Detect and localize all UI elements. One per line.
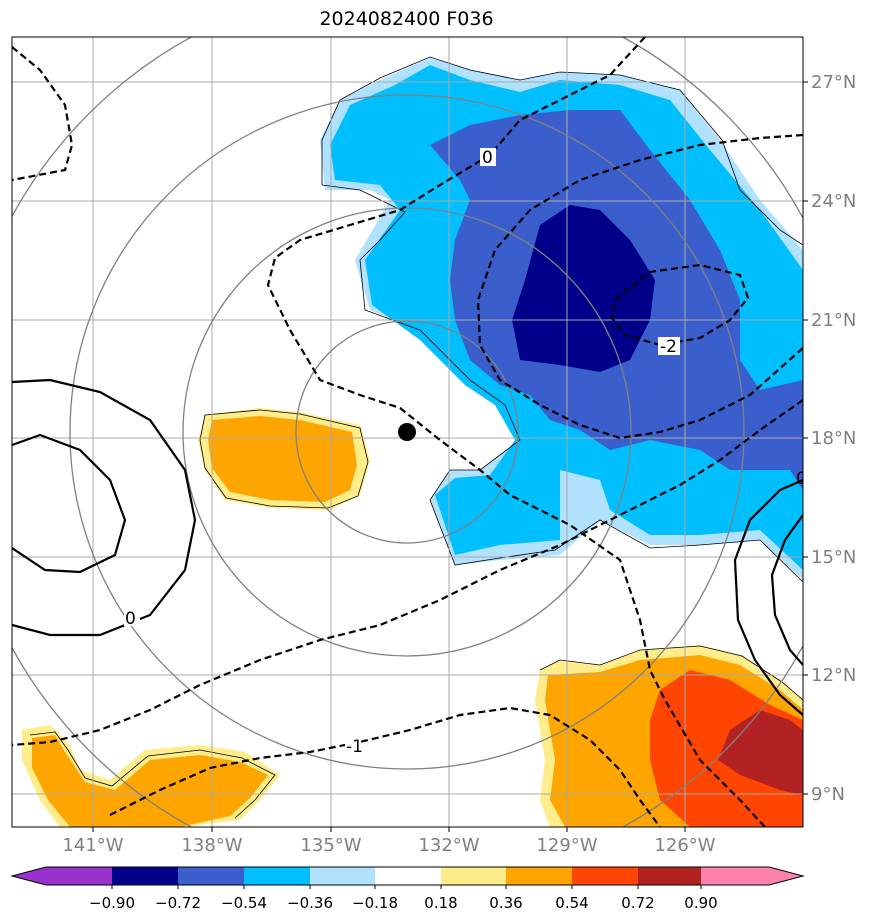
colorbar-label: −0.18 [352,894,398,912]
colorbar-swatch [701,867,803,885]
contour-label: 0 [482,148,493,168]
colorbar-swatch [178,867,244,885]
positive-anomaly-shading-southeast [535,645,803,827]
lon-tick-label: 126°W [654,835,715,856]
lat-tick-label: 24°N [811,191,856,212]
colorbar-label: 0.54 [555,894,588,912]
colorbar-label: 0.18 [424,894,457,912]
latitude-axis: 27°N 24°N 21°N 18°N 15°N 12°N 9°N [803,72,856,805]
lon-tick-label: 132°W [418,835,479,856]
colorbar-swatch [375,867,441,885]
longitude-axis: 141°W 138°W 135°W 132°W 129°W 126°W [62,827,716,856]
lat-tick-label: 27°N [811,72,856,93]
lon-tick-label: 129°W [536,835,597,856]
colorbar-label: −0.54 [221,894,267,912]
lat-lon-grid [12,37,803,827]
colorbar-label: 0.90 [684,894,717,912]
colorbar-swatch [244,867,310,885]
colorbar-swatch [112,867,178,885]
contour-label: -1 [346,737,363,757]
colorbar-label: −0.90 [89,894,135,912]
contour-labels: 0 -2 0 -1 0 [124,148,807,757]
contour-label: 0 [125,609,136,629]
map-plot-area: 0 -2 0 -1 0 [12,37,807,827]
lat-tick-label: 9°N [811,784,845,805]
lon-tick-label: 141°W [62,835,123,856]
colorbar-label: −0.72 [155,894,201,912]
contour-label: 0 [796,469,807,489]
colorbar-swatch [12,867,112,885]
colorbar-swatch [572,867,638,885]
positive-anomaly-shading-southwest [22,725,280,827]
map-title: 2024082400 F036 [319,8,494,30]
colorbar-swatch [441,867,506,885]
contour-label: -2 [660,337,677,357]
lat-tick-label: 12°N [811,665,856,686]
colorbar: −0.90 −0.72 −0.54 −0.36 −0.18 0.18 0.36 … [10,866,805,912]
colorbar-swatch [638,867,701,885]
dashed-contours [12,37,803,827]
range-rings [12,37,803,827]
colorbar-swatch [506,867,572,885]
colorbar-label: 0.72 [621,894,654,912]
lat-tick-label: 15°N [811,547,856,568]
map-frame [11,36,804,828]
lon-tick-label: 138°W [181,835,242,856]
colorbar-swatch [310,867,375,885]
colorbar-label: 0.36 [489,894,522,912]
storm-center-marker [398,423,416,441]
lat-tick-label: 18°N [811,428,856,449]
colorbar-label: −0.36 [287,894,333,912]
lon-tick-label: 135°W [300,835,361,856]
positive-anomaly-shading-west [198,408,370,510]
solid-contours [12,378,803,716]
lat-tick-label: 21°N [811,310,856,331]
